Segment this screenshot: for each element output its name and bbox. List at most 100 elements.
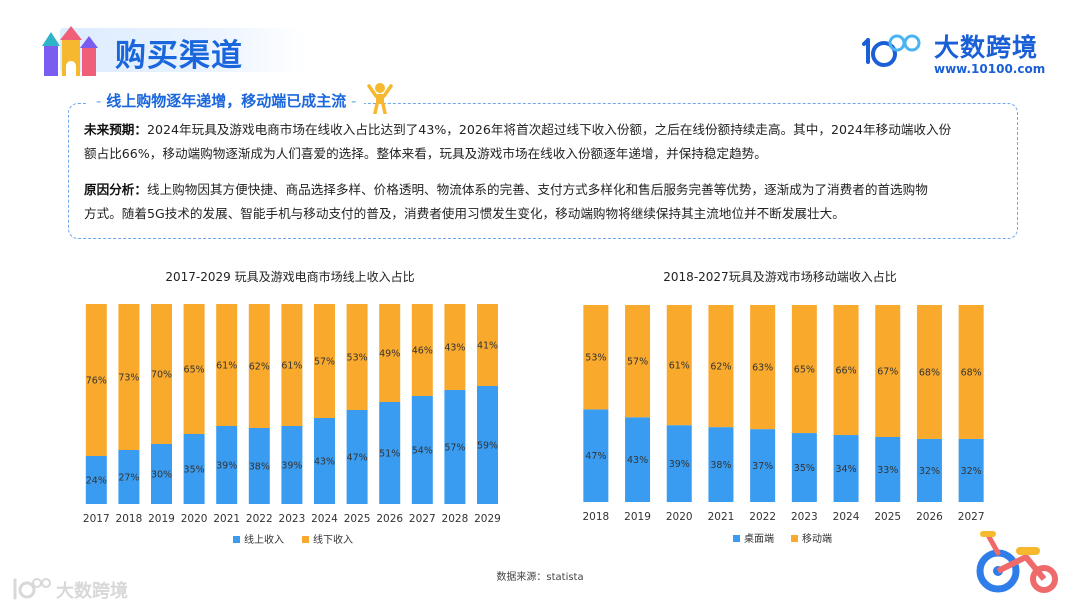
- chart1-bar-upper: [216, 304, 238, 426]
- chart2-bar-upper: [666, 305, 692, 426]
- chart1-legend-swatch: [302, 536, 309, 543]
- chart1-bar-upper: [346, 304, 368, 410]
- chart1-bar-upper: [183, 304, 205, 434]
- chart1-x-tick-label: 2021: [213, 513, 240, 525]
- chart1-title: 2017-2029 玩具及游戏电商市场线上收入占比: [165, 270, 415, 284]
- chart1-data-label: 30%: [151, 470, 172, 481]
- chart2-data-label: 35%: [794, 463, 815, 474]
- chart2-title: 2018-2027玩具及游戏市场移动端收入占比: [663, 270, 897, 284]
- forecast-label: 未来预期：: [84, 122, 147, 137]
- forecast-line-1: 2024年玩具及游戏电商市场在线收入占比达到了43%，2026年将首次超过线下收…: [146, 122, 952, 137]
- chart1-bar-upper: [444, 304, 466, 390]
- summary-box: [68, 103, 1018, 239]
- chart2-bar-lower: [791, 433, 817, 502]
- chart2-data-label: 63%: [752, 363, 773, 374]
- page-title: 购买渠道: [115, 38, 243, 74]
- chart1-data-label: 61%: [281, 361, 302, 372]
- chart2-bar-upper: [791, 305, 817, 434]
- chart1-data-label: 49%: [379, 349, 400, 360]
- chart1-bar-upper: [314, 304, 335, 418]
- forecast-paragraph: 未来预期：2024年玩具及游戏电商市场在线收入占比达到了43%，2026年将首次…: [84, 118, 1004, 166]
- chart2-data-label: 68%: [961, 367, 982, 378]
- chart1-x-tick-label: 2023: [279, 513, 306, 525]
- chart2-legend-swatch: [791, 535, 798, 542]
- chart1-bar-lower: [151, 444, 172, 504]
- chart2-bar-upper: [583, 305, 609, 410]
- watermark-logo-icon: 大数跨境: [13, 578, 128, 602]
- chart1-data-label: 57%: [444, 443, 465, 454]
- chart1-x-tick-label: 2020: [181, 513, 208, 525]
- chart1-x-tick-label: 2017: [83, 513, 110, 525]
- chart2-bar-upper: [833, 305, 859, 436]
- chart2-x-tick-label: 2023: [791, 511, 818, 523]
- data-source: 数据来源：statista: [496, 572, 584, 583]
- chart1-data-label: 39%: [216, 461, 237, 472]
- chart2-bar-upper: [708, 305, 734, 428]
- chart2-data-label: 67%: [877, 366, 898, 377]
- chart1-bar-upper: [477, 304, 498, 386]
- chart2-data-label: 47%: [585, 451, 606, 462]
- chart1-x-tick-label: 2018: [116, 513, 143, 525]
- chart1-data-label: 39%: [281, 461, 302, 472]
- chart2-data-label: 39%: [669, 459, 690, 470]
- chart1-legend-swatch: [233, 536, 240, 543]
- chart1-data-label: 38%: [249, 462, 270, 473]
- chart1-x-tick-label: 2022: [246, 513, 273, 525]
- chart1-bar-lower: [281, 426, 303, 504]
- heading-dash-left: -: [96, 92, 107, 110]
- chart2-bar-upper: [958, 305, 984, 439]
- chart1-bar-upper: [379, 304, 401, 402]
- chart1-data-label: 47%: [347, 453, 368, 464]
- chart2-x-tick-label: 2020: [666, 511, 693, 523]
- chart2-bar-upper: [625, 305, 651, 418]
- chart1-x-tick-label: 2027: [409, 513, 436, 525]
- chart1-x-tick-label: 2026: [376, 513, 403, 525]
- chart2-data-label: 37%: [752, 461, 773, 472]
- chart2-data-label: 61%: [669, 361, 690, 372]
- chart2-x-tick-label: 2026: [916, 511, 943, 523]
- chart2-data-label: 43%: [627, 455, 648, 466]
- chart1-bar-upper: [151, 304, 172, 444]
- chart2-x-tick-label: 2018: [582, 511, 609, 523]
- chart1-data-label: 27%: [118, 473, 139, 484]
- chart2-x-tick-label: 2021: [708, 511, 735, 523]
- chart2-bar-lower: [958, 438, 984, 502]
- chart1-bar-upper: [248, 304, 270, 428]
- watermark-text: 大数跨境: [56, 580, 128, 602]
- chart1-data-label: 35%: [184, 465, 205, 476]
- header-band: [60, 28, 305, 72]
- chart2-legend-label: 移动端: [802, 532, 832, 545]
- chart2-legend-swatch: [733, 535, 740, 542]
- chart1-data-label: 51%: [379, 449, 400, 460]
- chart2-bar-lower: [583, 409, 609, 502]
- chart1-bar-lower: [444, 390, 466, 504]
- brand-name: 大数跨境: [934, 33, 1039, 62]
- chart1-x-tick-label: 2029: [474, 513, 501, 525]
- chart1-data-label: 76%: [86, 376, 107, 387]
- chart1-data-label: 43%: [444, 343, 465, 354]
- chart1-legend-label: 线上收入: [244, 533, 284, 546]
- chart2-data-label: 62%: [710, 362, 731, 373]
- chart1-data-label: 73%: [118, 373, 139, 384]
- chart2-bar-lower: [666, 425, 692, 502]
- summary-heading: 线上购物逐年递增，移动端已成主流: [106, 92, 347, 110]
- chart1-data-label: 59%: [477, 441, 498, 452]
- chart1-data-label: 70%: [151, 370, 172, 381]
- chart1-bar-lower: [411, 396, 433, 504]
- chart2-data-label: 33%: [877, 465, 898, 476]
- chart1-data-label: 53%: [347, 353, 368, 364]
- reason-line-1: 线上购物因其方便快捷、商品选择多样、价格透明、物流体系的完善、支付方式多样化和售…: [146, 182, 928, 197]
- tricycle-icon: [976, 531, 1058, 593]
- chart1-x-tick-label: 2024: [311, 513, 338, 525]
- chart2-data-label: 32%: [961, 466, 982, 477]
- chart1-bar-lower: [314, 418, 335, 504]
- chart2-bar-lower: [833, 435, 859, 502]
- chart2-data-label: 34%: [835, 464, 856, 475]
- chart2-x-tick-label: 2027: [958, 511, 985, 523]
- chart1-x-tick-label: 2028: [442, 513, 469, 525]
- chart1-bar-lower: [379, 402, 401, 504]
- chart1-data-label: 54%: [412, 446, 433, 457]
- reason-paragraph: 原因分析：线上购物因其方便快捷、商品选择多样、价格透明、物流体系的完善、支付方式…: [84, 178, 1004, 226]
- summary-heading-wrap: - 线上购物逐年递增，移动端已成主流 -: [88, 90, 365, 111]
